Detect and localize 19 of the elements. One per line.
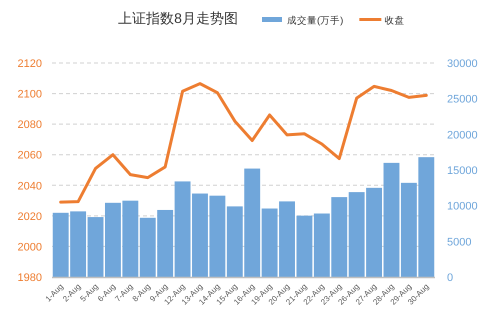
y-tick-label: 2080: [18, 119, 42, 132]
y2-tick-label: 15000: [447, 165, 478, 177]
line-series: [59, 82, 428, 204]
y-tick-label: 1980: [18, 272, 42, 284]
y2-tick-label: 30000: [447, 58, 478, 70]
chart-title: 上证指数8月走势图: [118, 10, 238, 26]
legend-label: 成交量(万手): [287, 14, 344, 26]
y2-tick-label: 25000: [447, 94, 478, 106]
y-tick-label: 2040: [18, 180, 42, 192]
y-tick-label: 2120: [18, 58, 42, 70]
legend-label: 收盘: [384, 14, 404, 26]
y-tick-label: 2100: [18, 88, 42, 101]
y-tick-label: 2060: [18, 150, 42, 162]
y2-tick-label: 0: [447, 272, 454, 284]
y2-tick-label: 20000: [447, 129, 478, 142]
y-tick-label: 2020: [18, 210, 42, 223]
y2-tick-label: 5000: [447, 236, 472, 248]
y-tick-label: 2000: [18, 241, 42, 254]
y2-tick-label: 10000: [447, 200, 478, 213]
